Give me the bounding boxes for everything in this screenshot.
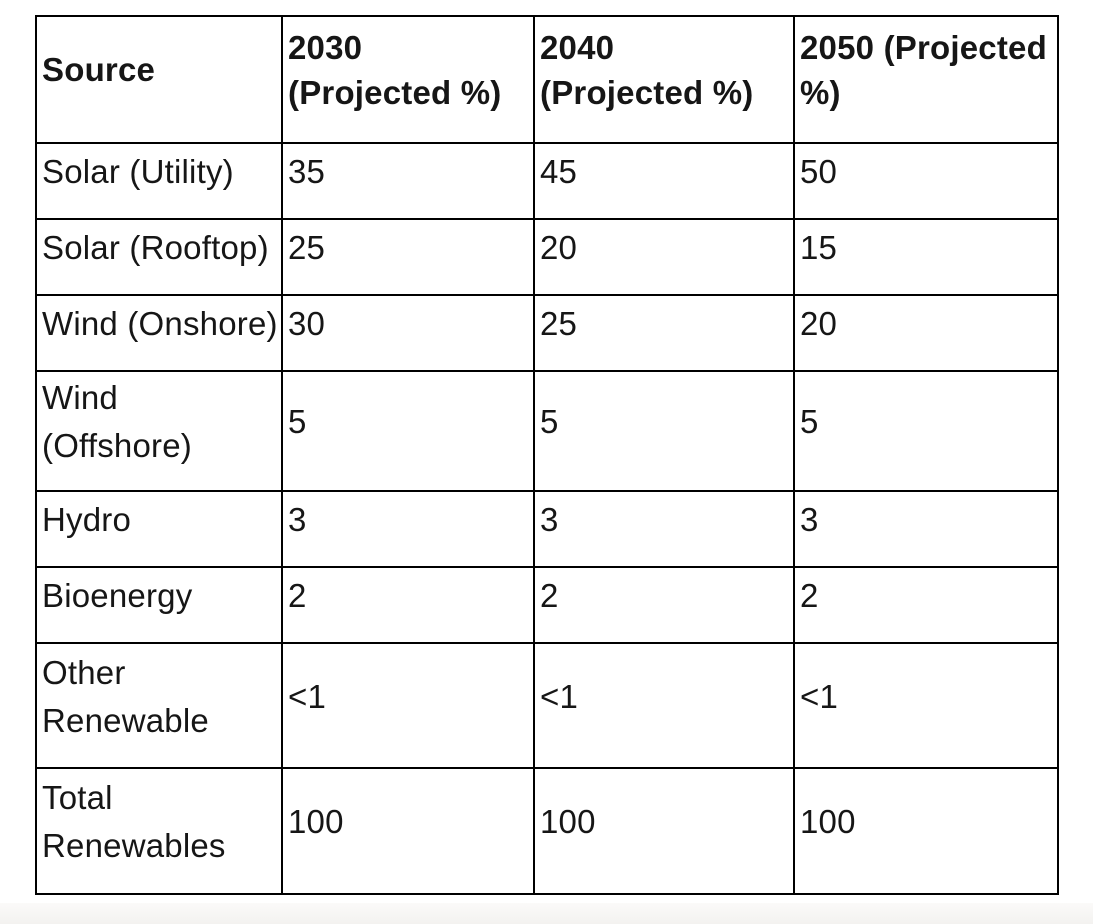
header-cell-2030: 2030 (Projected %) xyxy=(281,15,535,144)
row-label-cell: Wind (Offshore) xyxy=(35,370,283,492)
value-cell: 20 xyxy=(793,294,1059,372)
table-row-wind-offshore: Wind (Offshore) 5 5 5 xyxy=(35,370,1059,492)
value-cell: 3 xyxy=(533,490,795,568)
row-label-cell: Hydro xyxy=(35,490,283,568)
value-cell: 3 xyxy=(281,490,535,568)
value-cell: 5 xyxy=(281,370,535,492)
value-cell: <1 xyxy=(533,642,795,769)
table-row-total-renewables: Total Renewables 100 100 100 xyxy=(35,767,1059,895)
table-row-wind-onshore: Wind (Onshore) 30 25 20 xyxy=(35,294,1059,372)
header-cell-2040: 2040 (Projected %) xyxy=(533,15,795,144)
value-cell: 2 xyxy=(793,566,1059,644)
row-label-cell: Solar (Rooftop) xyxy=(35,218,283,296)
table-row-solar-utility: Solar (Utility) 35 45 50 xyxy=(35,142,1059,220)
value-cell: 5 xyxy=(533,370,795,492)
table-row-hydro: Hydro 3 3 3 xyxy=(35,490,1059,568)
header-cell-2050: 2050 (Projected %) xyxy=(793,15,1059,144)
value-cell: 45 xyxy=(533,142,795,220)
value-cell: 100 xyxy=(533,767,795,895)
table-row-other-renewable: Other Renewable <1 <1 <1 xyxy=(35,642,1059,769)
value-cell: 3 xyxy=(793,490,1059,568)
row-label-cell: Wind (Onshore) xyxy=(35,294,283,372)
value-cell: 30 xyxy=(281,294,535,372)
value-cell: <1 xyxy=(281,642,535,769)
value-cell: 5 xyxy=(793,370,1059,492)
value-cell: 2 xyxy=(533,566,795,644)
row-label-cell: Total Renewables xyxy=(35,767,283,895)
value-cell: 25 xyxy=(533,294,795,372)
value-cell: 100 xyxy=(793,767,1059,895)
header-cell-source: Source xyxy=(35,15,283,144)
value-cell: 25 xyxy=(281,218,535,296)
header-row: Source 2030 (Projected %) 2040 (Projecte… xyxy=(35,15,1059,144)
value-cell: 35 xyxy=(281,142,535,220)
value-cell: 15 xyxy=(793,218,1059,296)
table-row-bioenergy: Bioenergy 2 2 2 xyxy=(35,566,1059,644)
value-cell: 100 xyxy=(281,767,535,895)
value-cell: 2 xyxy=(281,566,535,644)
row-label-cell: Solar (Utility) xyxy=(35,142,283,220)
renewables-projection-table: Source 2030 (Projected %) 2040 (Projecte… xyxy=(35,15,1059,895)
page-bottom-edge xyxy=(0,903,1093,924)
row-label-cell: Other Renewable xyxy=(35,642,283,769)
table-row-solar-rooftop: Solar (Rooftop) 25 20 15 xyxy=(35,218,1059,296)
value-cell: 20 xyxy=(533,218,795,296)
row-label-cell: Bioenergy xyxy=(35,566,283,644)
value-cell: 50 xyxy=(793,142,1059,220)
value-cell: <1 xyxy=(793,642,1059,769)
